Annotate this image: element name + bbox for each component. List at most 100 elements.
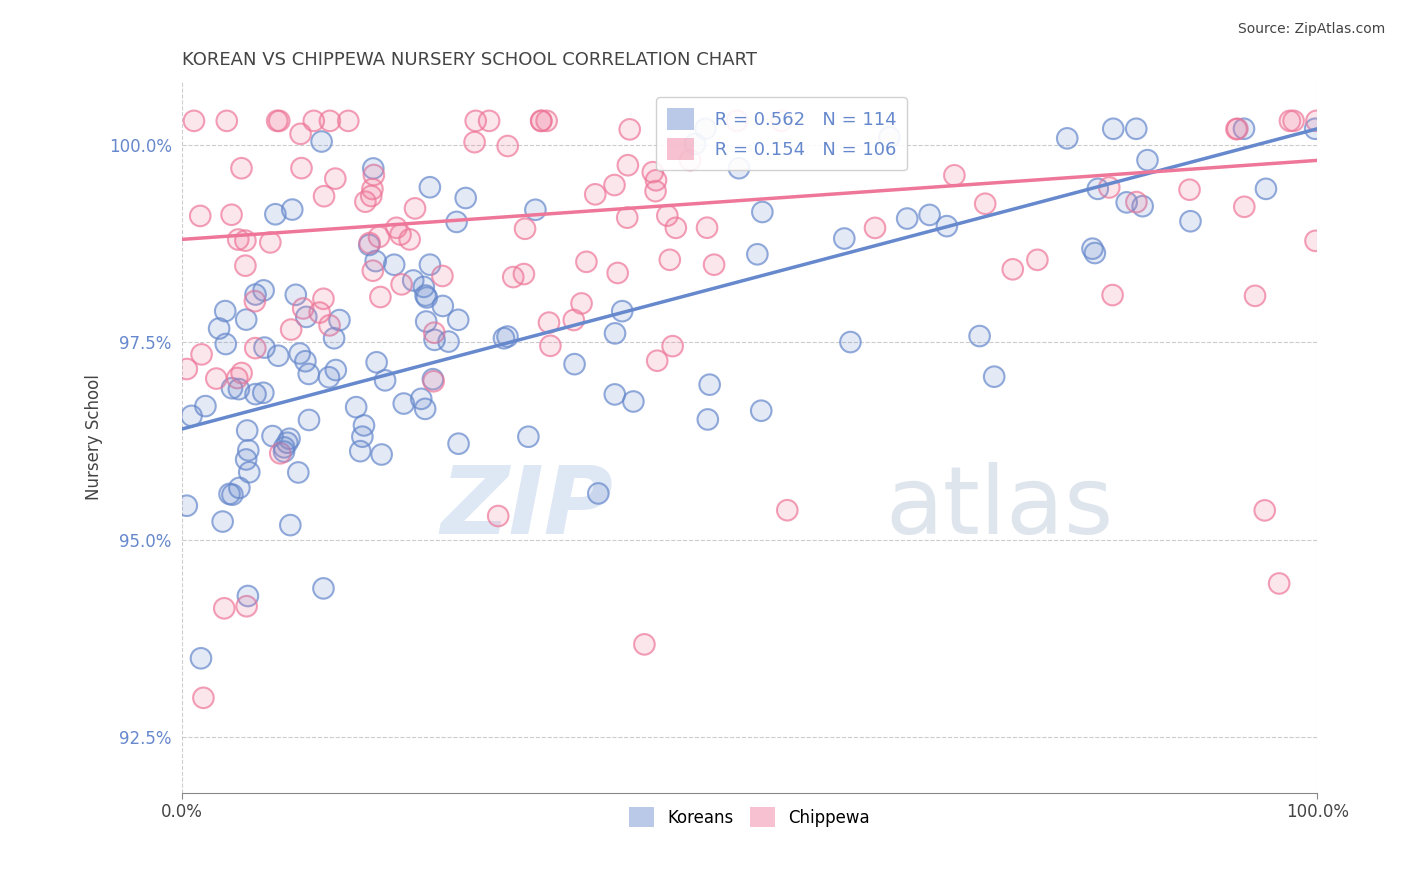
- Point: [464, 113, 486, 128]
- Point: [298, 413, 321, 427]
- Point: [361, 263, 384, 277]
- Point: [280, 322, 302, 336]
- Point: [364, 254, 387, 268]
- Point: [1136, 153, 1159, 168]
- Point: [1115, 195, 1137, 210]
- Point: [221, 488, 243, 502]
- Point: [374, 373, 396, 387]
- Point: [361, 182, 384, 196]
- Point: [290, 161, 312, 175]
- Point: [323, 171, 346, 186]
- Point: [218, 487, 240, 501]
- Point: [530, 113, 553, 128]
- Point: [402, 273, 425, 287]
- Point: [679, 153, 702, 168]
- Point: [1254, 182, 1277, 196]
- Point: [530, 113, 553, 128]
- Point: [661, 339, 683, 353]
- Point: [280, 322, 302, 336]
- Point: [588, 486, 610, 500]
- Point: [176, 499, 198, 513]
- Point: [411, 392, 433, 406]
- Point: [214, 601, 236, 615]
- Point: [382, 258, 405, 272]
- Point: [328, 313, 350, 327]
- Point: [193, 690, 215, 705]
- Point: [269, 113, 291, 128]
- Point: [215, 337, 238, 351]
- Point: [1081, 242, 1104, 256]
- Point: [1244, 289, 1267, 303]
- Point: [696, 412, 718, 426]
- Point: [447, 436, 470, 450]
- Point: [1125, 121, 1147, 136]
- Point: [1278, 113, 1301, 128]
- Point: [190, 347, 212, 361]
- Point: [311, 135, 333, 149]
- Point: [747, 247, 769, 261]
- Point: [616, 211, 638, 225]
- Point: [278, 518, 301, 533]
- Point: [312, 292, 335, 306]
- Point: [231, 366, 253, 380]
- Point: [273, 444, 295, 458]
- Point: [284, 288, 307, 302]
- Point: [415, 314, 437, 328]
- Point: [530, 113, 553, 128]
- Point: [276, 435, 298, 450]
- Point: [562, 313, 585, 327]
- Point: [294, 354, 316, 368]
- Point: [366, 355, 388, 369]
- Point: [363, 168, 385, 182]
- Point: [266, 113, 288, 128]
- Point: [1303, 121, 1326, 136]
- Point: [1233, 200, 1256, 214]
- Point: [564, 357, 586, 371]
- Point: [1226, 121, 1249, 136]
- Point: [1303, 121, 1326, 136]
- Point: [1125, 195, 1147, 210]
- Point: [398, 232, 420, 246]
- Point: [423, 326, 446, 340]
- Point: [273, 441, 295, 455]
- Point: [416, 291, 439, 305]
- Text: atlas: atlas: [886, 462, 1114, 554]
- Point: [603, 178, 626, 192]
- Point: [287, 466, 309, 480]
- Point: [180, 409, 202, 423]
- Point: [236, 589, 259, 603]
- Point: [302, 113, 325, 128]
- Point: [422, 374, 444, 388]
- Point: [679, 153, 702, 168]
- Point: [645, 353, 668, 368]
- Point: [276, 435, 298, 450]
- Point: [492, 331, 515, 345]
- Point: [432, 268, 454, 283]
- Point: [661, 339, 683, 353]
- Point: [259, 235, 281, 250]
- Point: [290, 127, 312, 141]
- Point: [422, 372, 444, 386]
- Point: [226, 371, 249, 385]
- Point: [1233, 200, 1256, 214]
- Point: [352, 430, 374, 444]
- Point: [969, 329, 991, 343]
- Point: [1101, 288, 1123, 302]
- Point: [361, 161, 384, 176]
- Point: [1115, 195, 1137, 210]
- Point: [228, 481, 250, 495]
- Point: [617, 158, 640, 172]
- Point: [1132, 199, 1154, 213]
- Point: [446, 215, 468, 229]
- Point: [538, 339, 561, 353]
- Point: [538, 339, 561, 353]
- Point: [328, 313, 350, 327]
- Point: [284, 288, 307, 302]
- Point: [633, 637, 655, 651]
- Point: [228, 481, 250, 495]
- Point: [454, 191, 477, 205]
- Point: [658, 252, 681, 267]
- Point: [703, 258, 725, 272]
- Point: [1101, 288, 1123, 302]
- Point: [1282, 113, 1305, 128]
